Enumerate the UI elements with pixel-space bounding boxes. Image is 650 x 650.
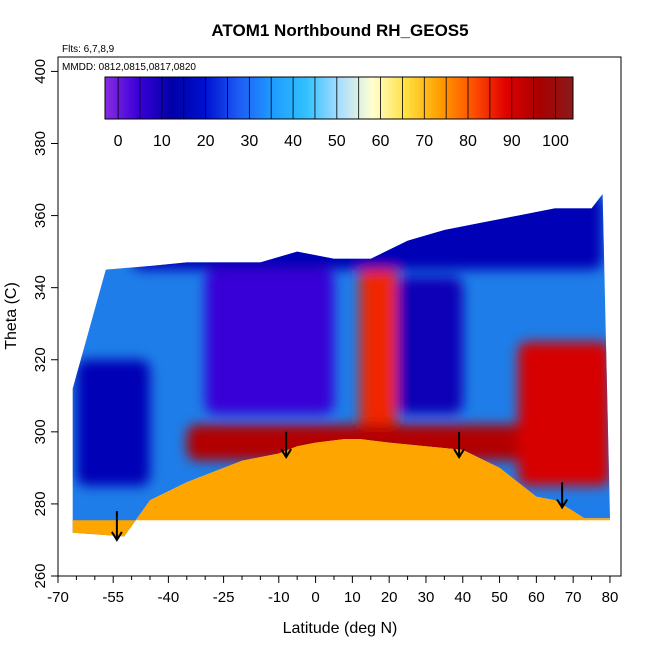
y-tick-label: 300 — [32, 419, 49, 444]
y-tick-label: 280 — [32, 491, 49, 516]
x-tick-label: 80 — [602, 589, 619, 606]
colorbar-ramp — [104, 76, 574, 120]
arrow-head — [453, 448, 465, 459]
colorbar-tick-label: 40 — [284, 133, 302, 150]
colorbar-tick-label: 70 — [415, 133, 433, 150]
colorbar-tick-label: 20 — [197, 133, 215, 150]
flights-note: Flts: 6,7,8,9 — [62, 44, 115, 55]
colorbar-tick-label: 90 — [503, 133, 521, 150]
x-tick-label: 0 — [311, 589, 319, 606]
field-feature — [359, 258, 397, 432]
y-tick-label: 400 — [32, 59, 49, 84]
x-axis-label: Latitude (deg N) — [283, 620, 398, 637]
field-feature — [517, 341, 610, 486]
field-blobs — [76, 194, 610, 486]
tropopause-arrows — [111, 431, 568, 542]
surface-fill — [72, 439, 610, 537]
y-tick-label: 380 — [32, 131, 49, 156]
y-tick-label: 320 — [32, 347, 49, 372]
field-feature — [76, 359, 150, 486]
colorbar-tick-label: 50 — [328, 133, 346, 150]
colorbar-tick-label: 60 — [372, 133, 390, 150]
colorbar-tick-label: 80 — [459, 133, 477, 150]
x-tick-label: -55 — [102, 589, 124, 606]
x-tick-label: 10 — [344, 589, 361, 606]
mmdd-note: MMDD: 0812,0815,0817,0820 — [62, 62, 196, 73]
y-tick-label: 340 — [32, 275, 49, 300]
colorbar-tick-label: 10 — [153, 133, 171, 150]
colorbar: 0 10 20 30 40 50 60 70 80 90 100 — [104, 76, 574, 150]
arrow-head — [280, 448, 292, 459]
x-tick-label: -40 — [158, 589, 180, 606]
colorbar-tick-label: 30 — [240, 133, 258, 150]
field-feature — [205, 269, 334, 414]
y-tick-label: 260 — [32, 563, 49, 588]
field-feature — [396, 276, 463, 414]
field-feature — [131, 194, 603, 270]
y-axis: 260 280 300 320 340 360 380 400 — [32, 59, 58, 589]
x-tick-label: 50 — [491, 589, 508, 606]
colorbar-tick-label: 100 — [542, 133, 569, 150]
x-tick-label: -10 — [268, 589, 290, 606]
x-tick-label: 20 — [381, 589, 398, 606]
chart-title: ATOM1 Northbound RH_GEOS5 — [211, 21, 468, 40]
x-tick-label: 40 — [454, 589, 471, 606]
x-tick-label: 70 — [565, 589, 582, 606]
arrow-head — [556, 498, 568, 510]
x-axis: -70 -55 -40 -25 -10 0 10 20 30 40 50 60 70 80 — [47, 575, 619, 606]
x-tick-label: 60 — [528, 589, 545, 606]
x-tick-label: -25 — [213, 589, 235, 606]
x-tick-label: -70 — [47, 589, 69, 606]
y-tick-label: 360 — [32, 203, 49, 228]
arrow-head — [111, 531, 123, 542]
x-tick-label: 30 — [418, 589, 435, 606]
y-axis-label: Theta (C) — [3, 282, 20, 350]
colorbar-tick-label: 0 — [114, 133, 123, 150]
